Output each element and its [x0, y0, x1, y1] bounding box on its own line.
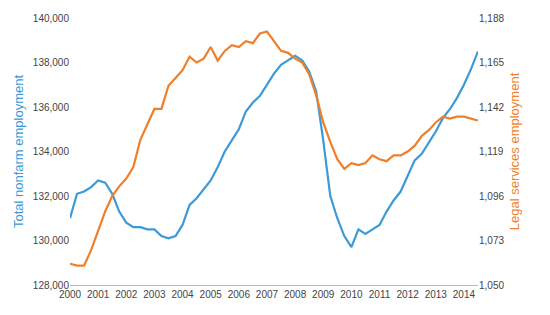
- svg-text:2009: 2009: [312, 289, 335, 300]
- svg-text:2001: 2001: [87, 289, 110, 300]
- svg-text:2000: 2000: [59, 289, 82, 300]
- svg-text:1,096: 1,096: [479, 191, 504, 202]
- svg-text:1,073: 1,073: [479, 235, 504, 246]
- svg-text:1,050: 1,050: [479, 280, 504, 291]
- svg-text:2014: 2014: [453, 289, 476, 300]
- svg-text:Total nonfarm employment: Total nonfarm employment: [11, 75, 26, 229]
- svg-text:1,119: 1,119: [479, 146, 504, 157]
- svg-text:2010: 2010: [340, 289, 363, 300]
- svg-text:132,000: 132,000: [33, 191, 70, 202]
- svg-text:2013: 2013: [425, 289, 448, 300]
- svg-text:130,000: 130,000: [33, 235, 70, 246]
- svg-text:2003: 2003: [143, 289, 166, 300]
- svg-text:128,000: 128,000: [33, 280, 70, 291]
- svg-text:2004: 2004: [171, 289, 194, 300]
- svg-text:2007: 2007: [256, 289, 279, 300]
- svg-text:136,000: 136,000: [33, 102, 70, 113]
- svg-text:140,000: 140,000: [33, 13, 70, 24]
- svg-text:1,142: 1,142: [479, 102, 504, 113]
- svg-text:1,188: 1,188: [479, 13, 504, 24]
- svg-text:Legal services employment: Legal services employment: [507, 72, 522, 230]
- svg-text:2008: 2008: [284, 289, 307, 300]
- svg-text:2006: 2006: [228, 289, 251, 300]
- svg-text:2011: 2011: [369, 289, 391, 300]
- svg-text:2002: 2002: [115, 289, 138, 300]
- svg-text:1,165: 1,165: [479, 57, 504, 68]
- svg-text:2012: 2012: [397, 289, 420, 300]
- svg-text:2005: 2005: [200, 289, 223, 300]
- svg-text:134,000: 134,000: [33, 146, 70, 157]
- svg-text:138,000: 138,000: [33, 57, 70, 68]
